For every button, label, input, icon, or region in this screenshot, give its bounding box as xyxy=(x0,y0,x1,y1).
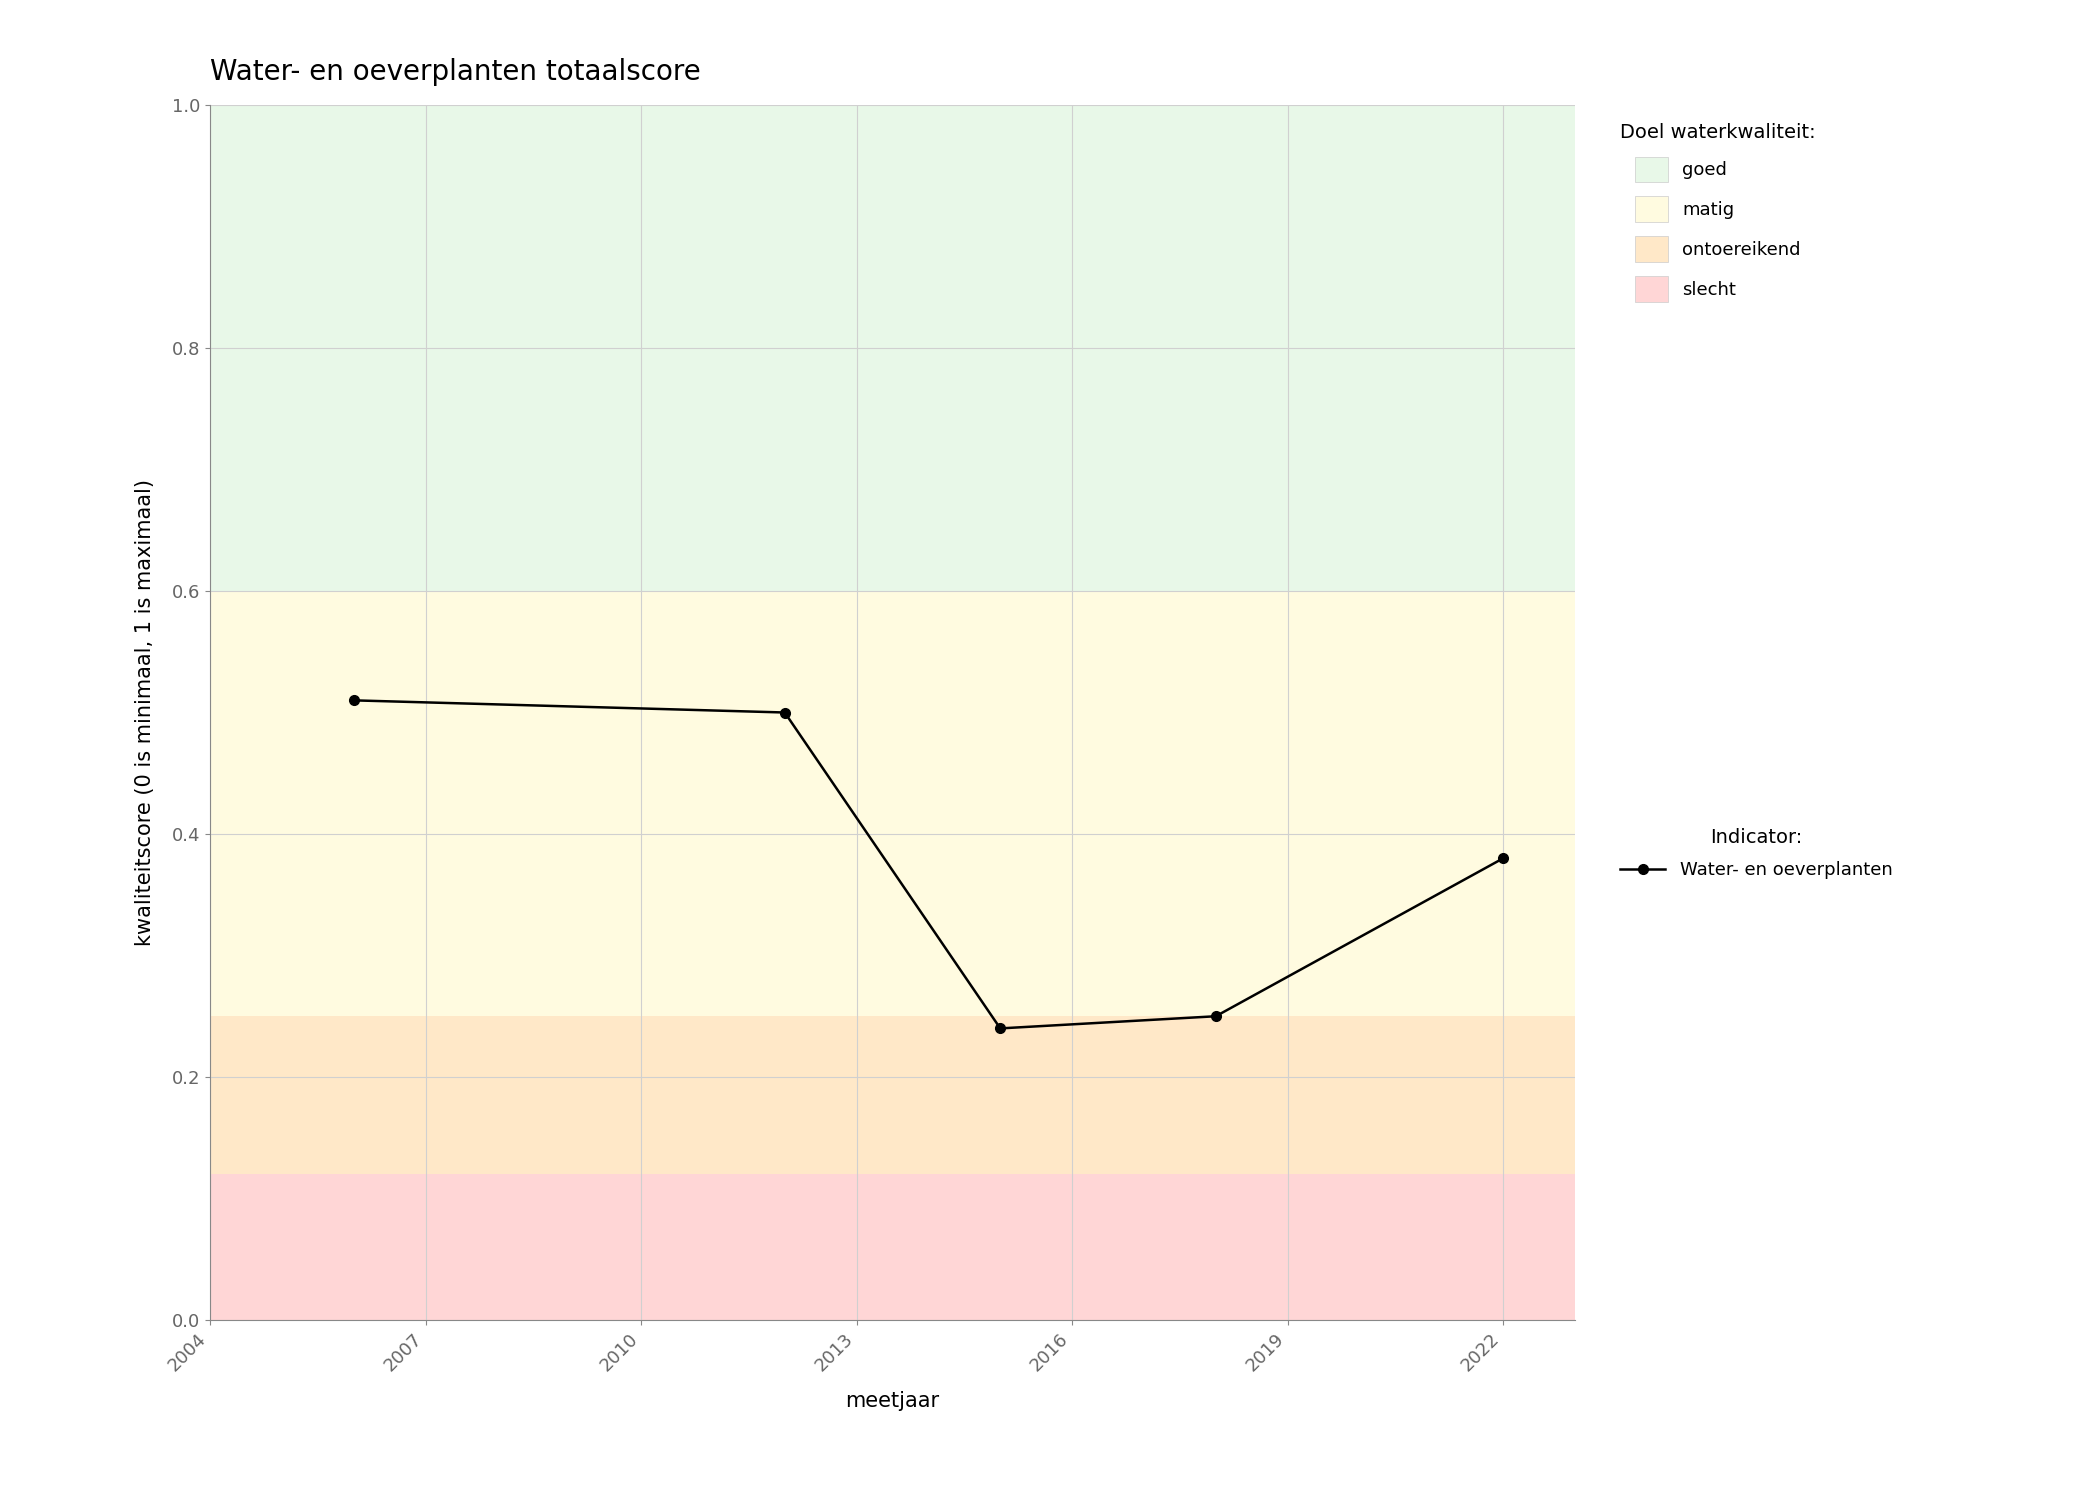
X-axis label: meetjaar: meetjaar xyxy=(846,1392,939,1411)
Text: Water- en oeverplanten totaalscore: Water- en oeverplanten totaalscore xyxy=(210,58,701,86)
Y-axis label: kwaliteitscore (0 is minimaal, 1 is maximaal): kwaliteitscore (0 is minimaal, 1 is maxi… xyxy=(134,478,155,946)
Legend: Water- en oeverplanten: Water- en oeverplanten xyxy=(1611,819,1903,888)
Bar xyxy=(210,1017,1575,1174)
Bar xyxy=(210,1174,1575,1320)
Bar xyxy=(210,105,1575,591)
Bar xyxy=(210,591,1575,1017)
